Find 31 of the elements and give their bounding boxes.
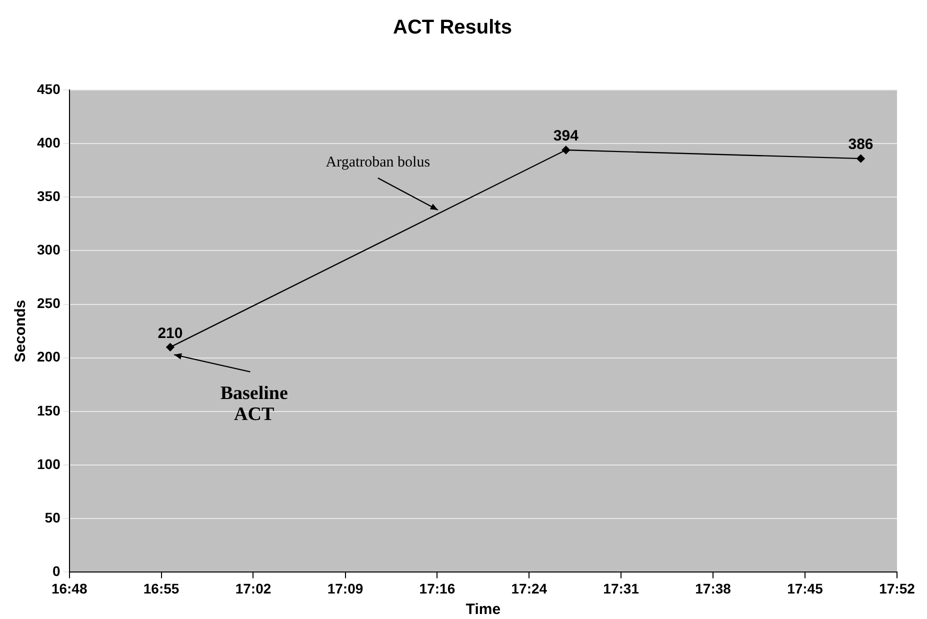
x-tick-label: 17:38: [695, 580, 732, 596]
data-label: 394: [553, 128, 580, 145]
x-tick-label: 17:02: [235, 580, 272, 596]
y-tick-label: 0: [52, 563, 61, 580]
x-tick-label: 17:45: [787, 580, 824, 596]
y-tick-label: 150: [37, 402, 61, 418]
x-tick-label: 17:24: [511, 580, 548, 596]
x-tick-label: 17:16: [419, 580, 456, 596]
x-tick-label: 16:48: [51, 580, 88, 596]
annotation: Argatroban bolus: [326, 154, 430, 170]
point: [562, 146, 570, 154]
x-tick-label: 16:55: [143, 580, 180, 596]
annotation: Baseline ACT: [220, 383, 288, 426]
y-tick-label: 400: [37, 134, 61, 150]
point: [856, 154, 865, 163]
x-axis-title: Time: [466, 601, 501, 618]
y-tick-label: 100: [37, 456, 61, 472]
y-tick-label: 50: [44, 509, 61, 526]
y-tick-label: 300: [37, 242, 61, 258]
y-tick-label: 250: [37, 295, 61, 312]
x-tick-label: 17:31: [603, 580, 640, 596]
y-tick-label: 350: [37, 188, 61, 204]
chart-title: ACT Results: [393, 16, 512, 39]
x-tick-label: 17:09: [327, 580, 364, 596]
data-label: 386: [848, 136, 874, 154]
y-tick-label: 450: [37, 80, 61, 97]
x-tick-label: 17:52: [879, 580, 916, 596]
y-tick-label: 200: [37, 348, 61, 365]
data-label: 210: [158, 324, 183, 342]
point: [166, 343, 174, 352]
y-axis-title: Seconds: [12, 300, 30, 362]
